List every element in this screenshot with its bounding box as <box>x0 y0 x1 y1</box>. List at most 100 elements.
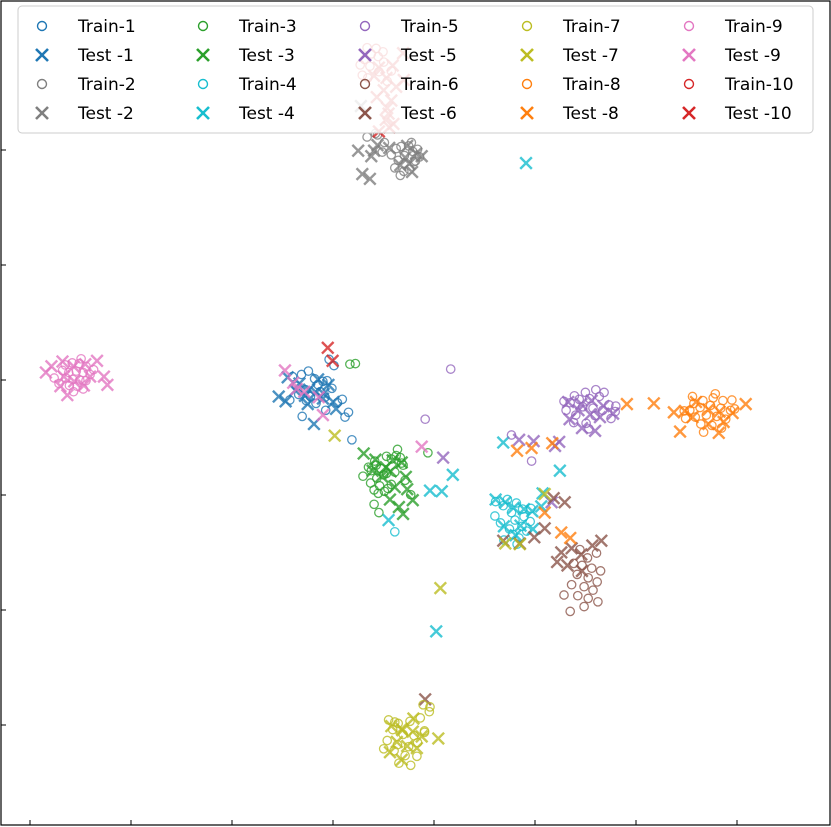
legend-label: Train-2 <box>77 75 136 95</box>
point-test-1 <box>321 378 336 392</box>
legend-marker-test <box>35 48 49 62</box>
point-train-3 <box>369 499 379 510</box>
legend-label: Train-5 <box>400 17 459 37</box>
point-test-7 <box>498 536 512 551</box>
point-test-7 <box>328 429 342 443</box>
point-test-7 <box>395 722 409 736</box>
point-test-4 <box>435 484 449 498</box>
point-test-7 <box>383 745 397 759</box>
legend-marker-train <box>197 20 209 32</box>
point-test-9 <box>97 369 111 384</box>
point-test-3 <box>392 500 406 514</box>
point-test-2 <box>355 167 369 181</box>
point-test-5 <box>596 399 611 413</box>
point-test-7 <box>433 581 448 595</box>
point-test-6 <box>550 555 564 569</box>
point-test-2 <box>398 150 412 165</box>
point-test-7 <box>406 711 421 726</box>
point-train-3 <box>396 458 407 468</box>
point-train-8 <box>711 411 722 422</box>
point-train-4 <box>495 518 506 528</box>
point-test-5 <box>436 450 450 465</box>
point-test-4 <box>429 624 443 639</box>
point-train-4 <box>510 515 520 525</box>
point-test-9 <box>67 374 81 389</box>
point-test-4 <box>446 468 460 482</box>
point-train-9 <box>60 360 71 370</box>
legend-label: Train-8 <box>562 75 621 95</box>
point-train-8 <box>727 395 737 405</box>
point-train-8 <box>695 419 706 429</box>
legend-marker-test <box>520 48 534 62</box>
point-train-6 <box>583 572 594 583</box>
legend-label: Test -5 <box>400 46 457 66</box>
point-test-3 <box>400 482 414 496</box>
point-test-9 <box>297 385 311 399</box>
point-train-7 <box>394 758 404 769</box>
point-test-1 <box>311 372 325 387</box>
legend-marker-train <box>521 20 533 32</box>
point-test-9 <box>312 390 326 404</box>
point-test-6 <box>547 491 561 505</box>
legend-marker-train <box>359 78 371 90</box>
point-test-8 <box>739 397 753 411</box>
legend-marker-train <box>359 20 371 32</box>
point-train-6 <box>579 581 589 592</box>
point-train-2 <box>395 170 406 181</box>
point-test-1 <box>278 394 293 408</box>
point-test-7 <box>406 724 420 739</box>
legend-marker-train <box>36 20 48 32</box>
point-train-4 <box>490 496 501 507</box>
point-test-1 <box>316 391 330 406</box>
point-test-9 <box>90 354 104 368</box>
point-test-7 <box>538 487 552 501</box>
legend-label: Test -9 <box>724 46 781 66</box>
legend-marker-train <box>683 78 695 90</box>
point-test-3 <box>368 453 383 467</box>
point-test-9 <box>286 376 300 390</box>
point-test-1 <box>272 389 286 404</box>
legend: Train-1 Test -1 Train-2 Test -2 Train-3 Test … <box>17 5 814 134</box>
point-test-4 <box>381 513 396 527</box>
point-train-6 <box>586 563 597 574</box>
point-test-5 <box>583 407 597 422</box>
legend-label: Test -2 <box>77 104 134 124</box>
point-train-3 <box>369 456 380 466</box>
point-train-6 <box>583 593 594 604</box>
point-test-9 <box>415 439 429 454</box>
point-train-8 <box>695 402 705 413</box>
point-train-3 <box>392 444 403 455</box>
point-test-9 <box>100 378 115 392</box>
point-test-3 <box>375 469 389 483</box>
point-train-6 <box>593 596 603 607</box>
point-train-6 <box>572 569 583 580</box>
point-test-4 <box>534 499 548 514</box>
point-test-4 <box>519 156 533 170</box>
point-test-4 <box>506 501 521 515</box>
point-train-4 <box>490 511 500 521</box>
point-test-2 <box>364 149 378 163</box>
point-train-6 <box>588 585 598 596</box>
point-test-3 <box>357 446 371 461</box>
point-test-7 <box>395 753 409 767</box>
point-test-9 <box>60 388 74 402</box>
point-test-6 <box>527 530 541 544</box>
point-train-1 <box>340 412 350 422</box>
legend-marker-test <box>196 106 210 120</box>
point-test-9 <box>53 379 68 393</box>
point-test-5 <box>512 433 526 447</box>
point-test-7 <box>400 739 414 753</box>
point-test-9 <box>66 359 81 373</box>
point-test-8 <box>538 505 552 520</box>
point-test-2 <box>393 158 407 172</box>
axis-ticks <box>1 149 738 825</box>
legend-marker-train <box>521 78 533 90</box>
point-train-1 <box>320 405 331 416</box>
legend-label: Test -6 <box>400 104 457 124</box>
point-train-4 <box>511 498 522 508</box>
point-test-2 <box>363 172 377 186</box>
point-test-1 <box>326 395 340 409</box>
point-test-6 <box>594 534 608 548</box>
point-test-8 <box>673 424 687 439</box>
